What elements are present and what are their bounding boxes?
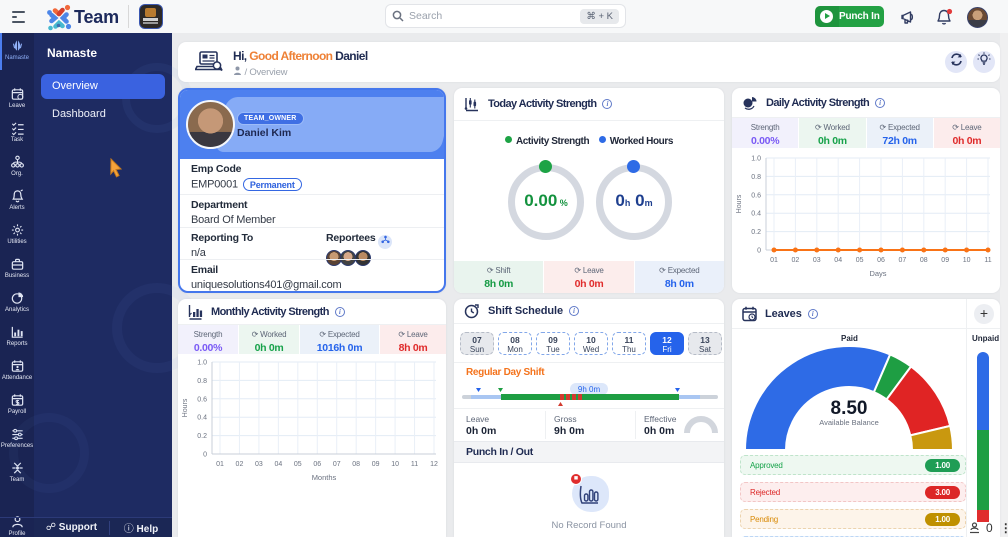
svg-text:08: 08 [352,461,360,468]
svg-text:11: 11 [984,257,991,264]
svg-text:06: 06 [877,257,885,264]
svg-text:Hours: Hours [182,398,189,417]
svg-text:8.50: 8.50 [831,398,868,419]
svg-text:0.6: 0.6 [751,192,761,199]
svg-text:01: 01 [216,461,224,468]
svg-text:Available Balance: Available Balance [819,418,879,427]
svg-text:02: 02 [236,461,244,468]
svg-text:0.8: 0.8 [751,174,761,181]
svg-text:07: 07 [899,257,907,264]
svg-text:Hours: Hours [736,194,743,213]
svg-text:0: 0 [203,452,207,459]
svg-text:03: 03 [255,461,263,468]
svg-text:10: 10 [963,257,971,264]
svg-text:11: 11 [411,461,418,468]
svg-text:09: 09 [941,257,949,264]
svg-text:1.0: 1.0 [751,156,761,163]
svg-text:08: 08 [920,257,928,264]
svg-text:12: 12 [430,461,438,468]
svg-text:0.4: 0.4 [197,415,207,422]
svg-text:0.6: 0.6 [197,396,207,403]
svg-text:0.4: 0.4 [751,211,761,218]
svg-text:04: 04 [834,257,842,264]
svg-text:Months: Months [312,473,337,482]
svg-text:07: 07 [333,461,341,468]
svg-text:06: 06 [313,461,321,468]
svg-text:Days: Days [869,269,886,278]
svg-text:0.2: 0.2 [751,229,761,236]
svg-text:1.0: 1.0 [197,360,207,367]
svg-text:03: 03 [813,257,821,264]
svg-text:0.2: 0.2 [197,433,207,440]
svg-text:10: 10 [391,461,399,468]
svg-text:0: 0 [757,248,761,255]
svg-text:01: 01 [770,257,778,264]
svg-text:0.8: 0.8 [197,378,207,385]
svg-text:04: 04 [274,461,282,468]
svg-text:05: 05 [294,461,302,468]
svg-text:05: 05 [856,257,864,264]
svg-text:02: 02 [792,257,800,264]
svg-text:09: 09 [372,461,380,468]
